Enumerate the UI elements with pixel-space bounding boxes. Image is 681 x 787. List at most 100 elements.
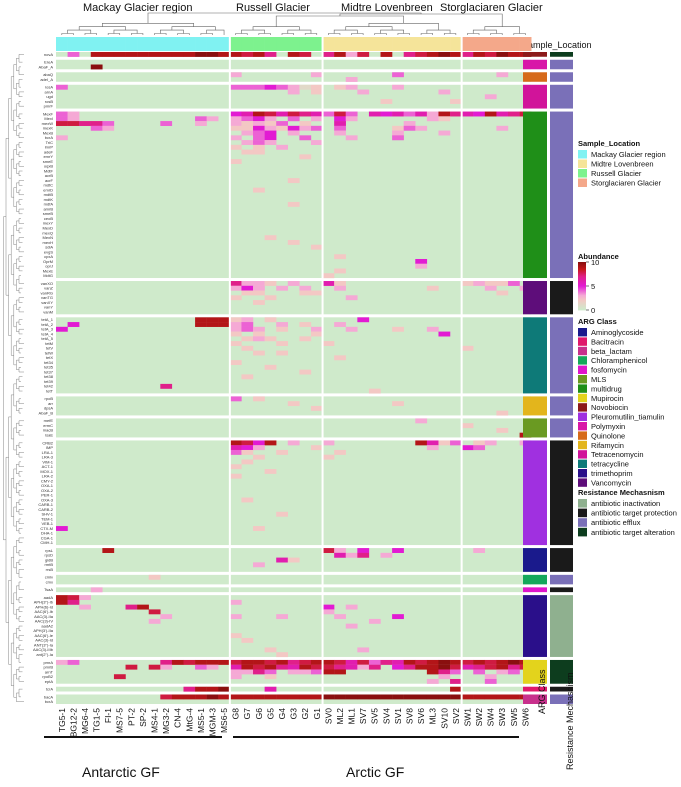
heat-cell — [253, 52, 265, 57]
heat-cell — [403, 52, 416, 57]
heat-cell — [56, 116, 68, 122]
heat-cell — [253, 285, 265, 291]
heat-cell — [345, 604, 358, 610]
abundance-gradient-step — [578, 307, 586, 309]
heat-cell — [160, 664, 173, 670]
dendrogram-branch — [13, 109, 17, 131]
gene-label: MOX-1 — [40, 469, 53, 474]
heat-cell — [253, 121, 265, 126]
heat-cell — [415, 111, 428, 117]
heat-cell — [229, 144, 242, 150]
dendrogram-branch — [5, 456, 9, 623]
heat-cell — [253, 445, 265, 451]
heat-cell — [206, 686, 219, 692]
dendrogram-branch — [18, 91, 24, 97]
gene-label: novA — [44, 52, 53, 57]
heat-cell — [473, 281, 486, 286]
gene-label: sdiA — [45, 245, 53, 250]
heat-cell — [310, 89, 323, 95]
abundance-gradient-step — [578, 308, 586, 310]
heat-cell — [229, 659, 242, 665]
heat-cell — [310, 111, 323, 117]
dendrogram-branch — [160, 29, 184, 34]
location-cell-SV2 — [450, 37, 462, 51]
heat-cell — [137, 604, 149, 610]
arg-class-bar-Aminoglycoside — [523, 548, 547, 572]
heat-cell — [334, 614, 346, 620]
abundance-gradient-step — [578, 297, 586, 299]
gene-labels: novAEreAAbaF_AabaQadeI_ArosAarnAugdrosBp… — [33, 52, 54, 704]
heat-cell — [253, 130, 265, 136]
legend-item-label: Aminoglycoside — [591, 328, 644, 337]
heat-cell — [368, 388, 381, 394]
dendrogram-branch — [16, 201, 19, 212]
heat-cell — [56, 84, 68, 90]
heat-cell — [264, 281, 277, 286]
heat-cell — [253, 331, 265, 337]
dendrogram-branch — [8, 98, 12, 179]
legend-item-label: antibiotic target alteration — [591, 528, 675, 537]
location-cell-G1 — [310, 37, 323, 51]
location-cell-MS6-5 — [218, 37, 231, 51]
heat-cell — [206, 322, 219, 327]
arg-class-bar-Rifamycin — [523, 396, 547, 416]
abundance-gradient-step — [578, 306, 586, 308]
heat-cell — [392, 659, 404, 665]
heat-cell — [195, 694, 207, 700]
abundance-gradient-step — [578, 294, 586, 296]
legend-swatch — [578, 412, 587, 421]
dendrogram-branch — [18, 688, 23, 698]
dendrogram-branch — [16, 103, 19, 117]
legend-item-label: Vancomycin — [591, 478, 631, 487]
dendrogram-branch — [18, 398, 24, 404]
dendrogram-branch — [10, 76, 14, 121]
row-annotation-bars — [523, 52, 573, 704]
gene-label: rpoB2 — [42, 674, 53, 679]
arg-class-bar-MLS — [523, 418, 547, 438]
dendrogram-branch — [16, 502, 19, 513]
heat-cell — [183, 694, 196, 700]
heat-cell — [484, 285, 497, 291]
column-label-G2: G2 — [300, 708, 310, 720]
dendrogram-branch — [18, 180, 24, 186]
heat-cell — [299, 135, 312, 141]
heat-cell — [206, 116, 219, 122]
heat-cell — [334, 121, 346, 126]
gene-label: MdtG — [43, 273, 53, 278]
dendrogram-branch — [18, 518, 24, 524]
location-cell-G6 — [253, 37, 265, 51]
legend-swatch — [578, 337, 587, 346]
heat-cell — [206, 664, 219, 670]
dendrogram-branch — [345, 26, 393, 31]
gene-label: mexH — [43, 240, 54, 245]
gene-label: LRA-1 — [42, 450, 54, 455]
heat-cell — [415, 263, 428, 269]
column-label-SV4: SV4 — [381, 708, 391, 724]
column-label-TG1-5: TG1-5 — [92, 708, 102, 732]
dendrogram-branch — [16, 299, 19, 310]
gene-label: VIM-1 — [42, 459, 53, 464]
gene-label: tetT — [46, 388, 53, 393]
heat-cell — [229, 135, 242, 141]
heat-cell — [310, 116, 323, 122]
column-label-SV1: SV1 — [393, 708, 403, 724]
heat-cell — [380, 52, 393, 57]
column-label-SV10: SV10 — [439, 708, 449, 729]
gene-label: tetA_2 — [41, 322, 53, 327]
heat-cell — [287, 178, 300, 184]
legend-item-label: Midtre Lovenbreen — [591, 160, 654, 169]
location-cell-SW2 — [473, 37, 486, 51]
gene-label: acrB — [45, 173, 54, 178]
heat-cell — [426, 326, 439, 332]
dendrogram-branch — [420, 33, 433, 35]
heat-cell — [496, 281, 509, 286]
heat-cell — [299, 664, 312, 670]
heat-cell — [299, 121, 312, 126]
heat-cell — [195, 121, 207, 126]
dendrogram-branch — [18, 480, 24, 486]
heat-cell — [438, 674, 451, 680]
heat-cell — [264, 440, 277, 446]
column-label-SV8: SV8 — [404, 708, 414, 724]
abundance-gradient-step — [578, 275, 586, 277]
location-cell-MtG-4 — [183, 37, 196, 51]
